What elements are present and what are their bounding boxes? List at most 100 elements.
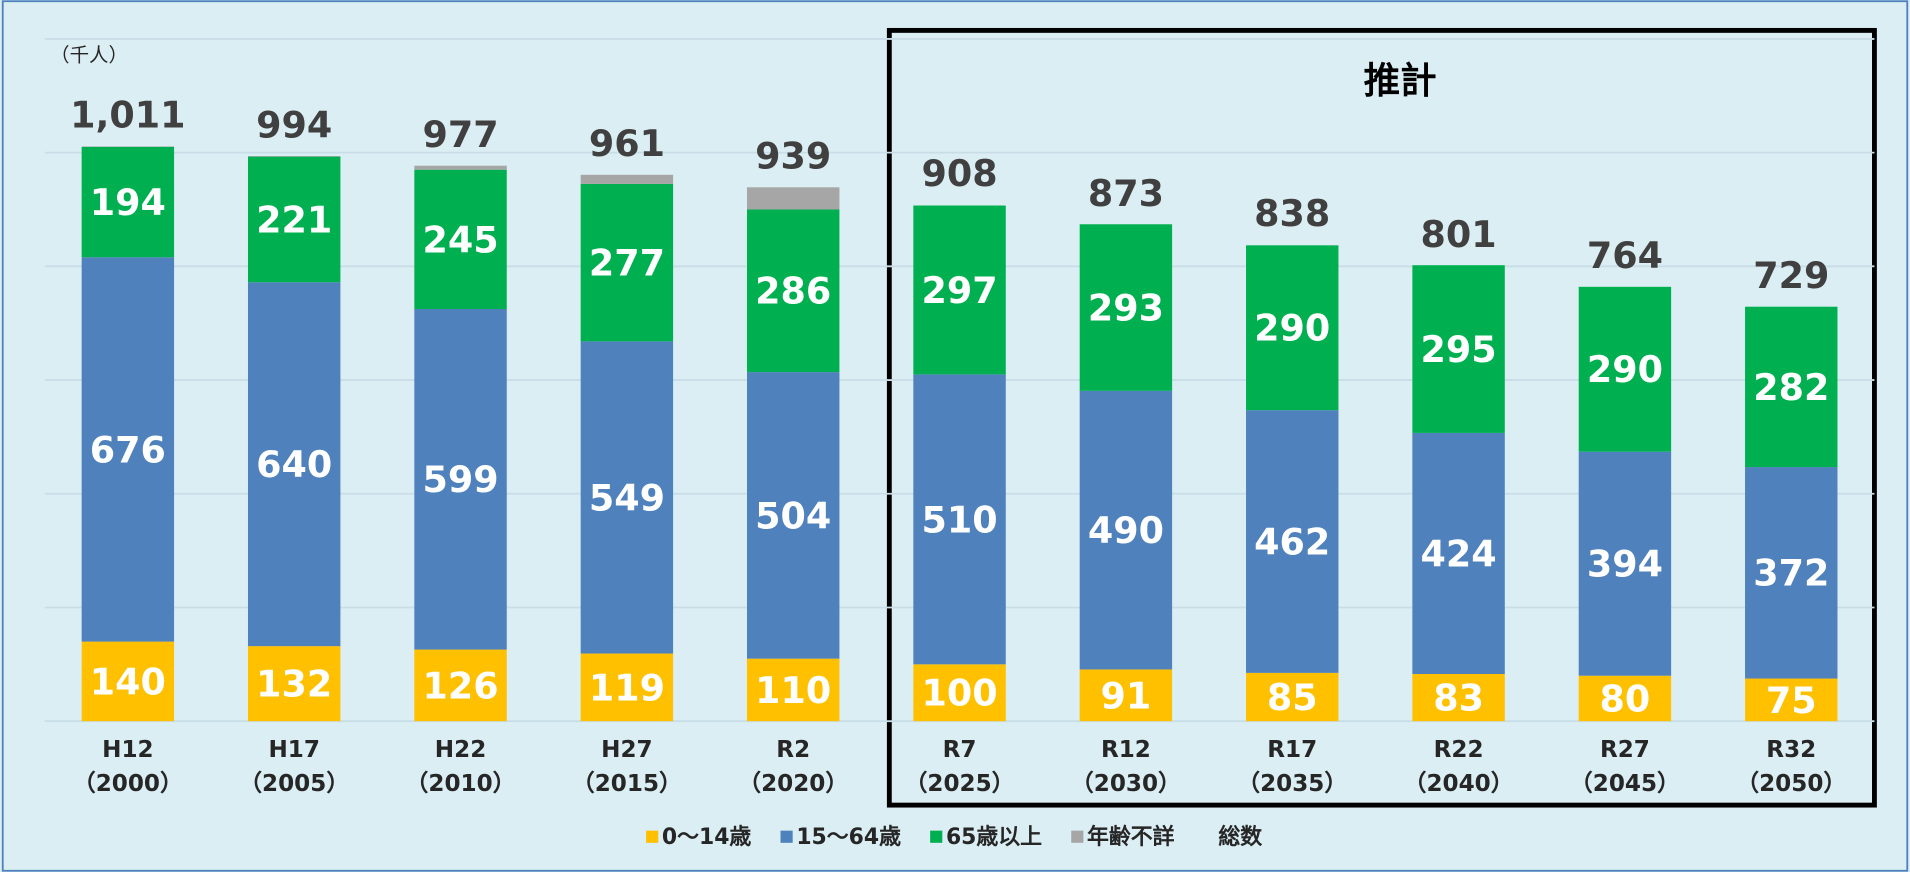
data-label: 282	[1753, 366, 1829, 409]
bar-segment	[1412, 674, 1505, 722]
x-tick-label: （2045）	[1570, 770, 1680, 797]
total-label: 908	[921, 152, 997, 195]
bar-segment	[913, 205, 1006, 375]
bar-segment	[81, 146, 175, 147]
x-tick-label: （2050）	[1736, 770, 1846, 797]
data-label: 676	[90, 428, 166, 471]
bar-segment	[1578, 286, 1672, 452]
data-label: 245	[422, 218, 498, 261]
data-label: 110	[755, 669, 831, 712]
data-label: 504	[755, 494, 831, 537]
total-label: 838	[1254, 192, 1330, 235]
total-label: 873	[1088, 172, 1164, 215]
data-label: 100	[921, 672, 997, 715]
x-tick-label: H27	[601, 737, 652, 763]
data-label: 549	[589, 476, 665, 519]
bar-segment	[414, 169, 507, 309]
data-label: 194	[90, 181, 166, 224]
bar-segment	[1578, 451, 1672, 676]
bar-segment	[580, 341, 674, 654]
total-label: 977	[422, 113, 498, 156]
bar-segment	[1079, 224, 1173, 391]
total-label: 961	[589, 122, 665, 165]
legend-swatch	[646, 830, 659, 843]
bar-segment	[247, 646, 341, 722]
data-label: 91	[1101, 674, 1152, 717]
data-label: 462	[1254, 520, 1330, 563]
x-tick-label: （2010）	[405, 770, 515, 797]
bar-segment	[247, 282, 341, 647]
x-tick-label: R32	[1766, 737, 1816, 763]
data-label: 286	[755, 270, 831, 313]
data-label: 424	[1421, 532, 1497, 575]
bar-segment	[1412, 265, 1505, 433]
bar-segment	[414, 308, 507, 650]
bar-segment	[1745, 467, 1838, 679]
x-tick-label: H12	[102, 737, 153, 763]
data-label: 394	[1587, 543, 1663, 586]
data-label: 126	[422, 664, 498, 707]
bar-segment	[414, 649, 507, 722]
x-tick-label: （2030）	[1071, 770, 1181, 797]
bar-segment	[1246, 410, 1339, 673]
x-tick-label: R17	[1267, 737, 1317, 763]
data-label: 297	[921, 269, 997, 312]
x-tick-label: （2000）	[73, 770, 183, 797]
data-label: 490	[1088, 509, 1164, 552]
x-tick-label: H17	[268, 737, 319, 763]
bar-segment	[1745, 306, 1838, 468]
bar-segment	[580, 174, 674, 184]
total-label: 1,011	[70, 94, 185, 137]
x-tick-label: R12	[1101, 737, 1151, 763]
bar-segment	[1246, 672, 1339, 722]
data-label: 293	[1088, 286, 1164, 329]
legend-label: 0～14歳	[662, 825, 752, 850]
data-label: 510	[921, 498, 997, 541]
total-label: 939	[755, 135, 831, 178]
bar-segment	[81, 257, 175, 642]
data-label: 80	[1600, 677, 1651, 720]
data-label: 119	[589, 666, 665, 709]
legend-label: 年齢不詳	[1087, 824, 1175, 850]
total-label: 764	[1587, 234, 1663, 277]
x-tick-label: R22	[1434, 737, 1484, 763]
legend-label: 総数	[1218, 824, 1262, 850]
data-label: 132	[256, 663, 332, 706]
data-label: 140	[90, 660, 166, 703]
legend-label: 65歳以上	[946, 825, 1042, 850]
data-label: 85	[1267, 676, 1318, 719]
x-tick-label: （2035）	[1237, 770, 1347, 797]
bar-segment	[1246, 245, 1339, 411]
bar-segment	[247, 156, 341, 157]
bar-segment	[913, 664, 1006, 722]
projection-box	[886, 27, 1877, 808]
bar-segment	[247, 156, 341, 283]
bar-segment	[1079, 390, 1173, 670]
data-label: 83	[1433, 677, 1484, 720]
bar-segment	[913, 374, 1006, 665]
x-tick-label: （2025）	[904, 770, 1014, 797]
y-axis-label: （千人）	[50, 43, 128, 66]
bar-segment	[1079, 669, 1173, 722]
data-label: 640	[256, 443, 332, 486]
x-tick-label: R2	[776, 737, 810, 763]
legend-swatch	[1071, 830, 1084, 843]
x-tick-label: （2015）	[572, 770, 682, 797]
data-label: 290	[1254, 307, 1330, 350]
bar-segment	[747, 658, 840, 722]
bar-segment	[580, 653, 674, 722]
data-label: 599	[422, 458, 498, 501]
bar-segment	[747, 209, 840, 373]
bar-segment	[81, 146, 175, 258]
total-label: 994	[256, 103, 332, 146]
x-tick-label: （2040）	[1403, 770, 1513, 797]
data-label: 75	[1766, 679, 1817, 722]
bar-segment	[1745, 678, 1838, 722]
bar-segment	[1578, 675, 1672, 722]
data-label: 295	[1421, 328, 1497, 371]
x-tick-label: （2020）	[738, 770, 848, 797]
bar-segment	[747, 372, 840, 659]
data-label: 221	[256, 198, 332, 241]
